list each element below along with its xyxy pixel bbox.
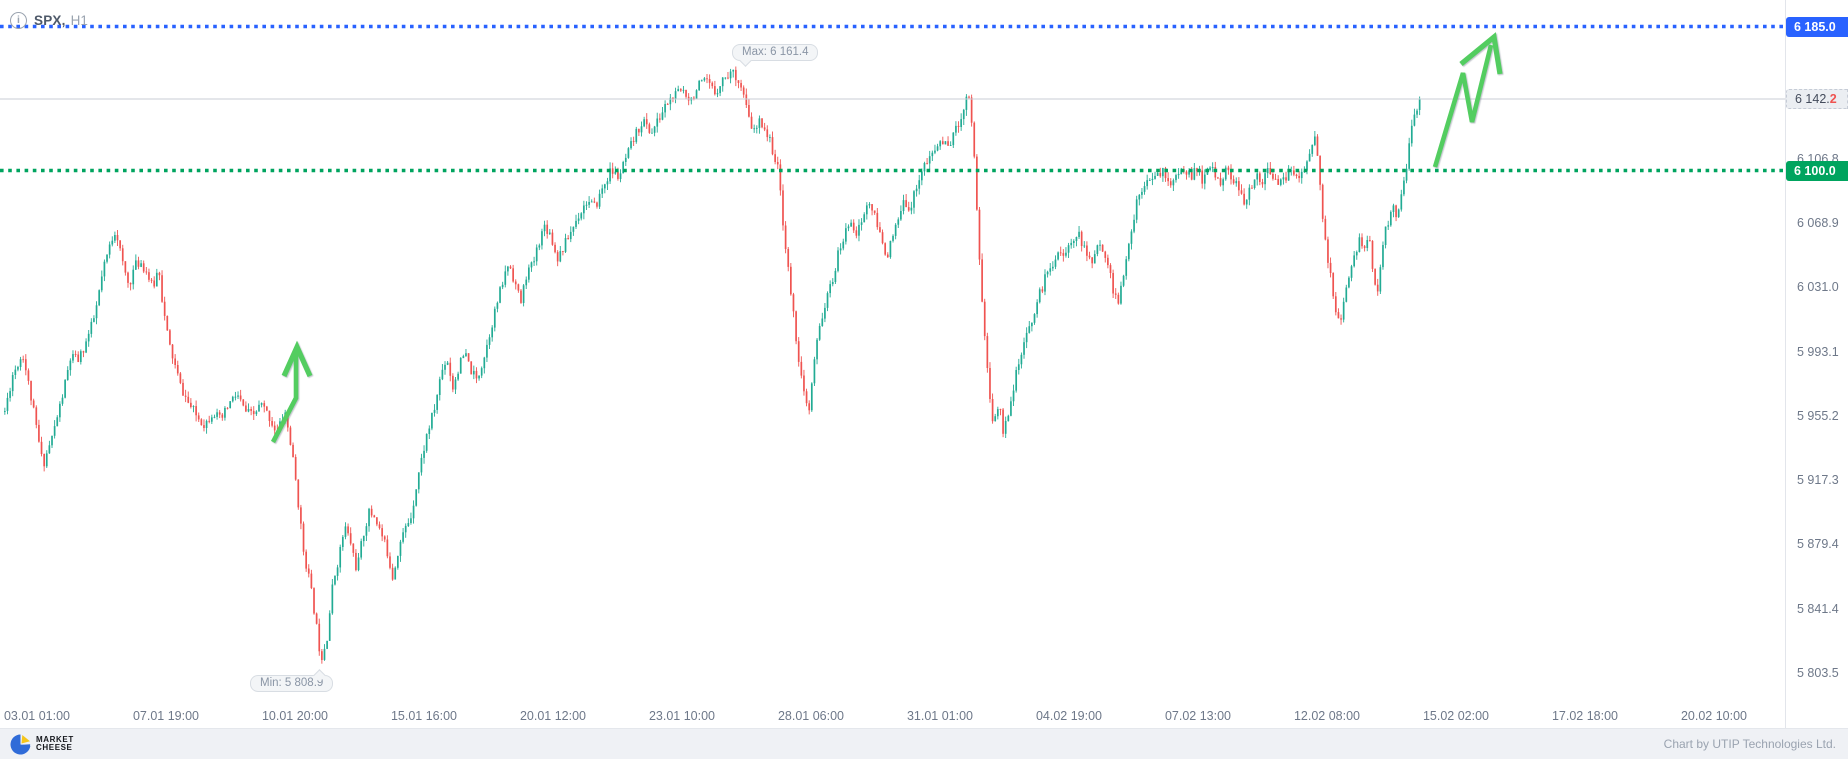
time-tick: 20.01 12:00	[519, 709, 587, 723]
time-tick: 12.02 08:00	[1293, 709, 1361, 723]
time-tick: 03.01 01:00	[3, 709, 71, 723]
trend-arrows-layer[interactable]	[270, 32, 1503, 444]
price-tick: 5 993.1	[1797, 344, 1839, 359]
candles-layer	[4, 66, 1421, 664]
max-price-tooltip: Max: 6 161.4	[732, 44, 819, 61]
price-tick: 5 841.4	[1797, 601, 1839, 616]
time-tick: 28.01 06:00	[777, 709, 845, 723]
market-cheese-logo: MARKET CHEESE	[10, 734, 74, 755]
symbol-title: i SPX, H1	[10, 12, 88, 29]
price-tick: 6 068.9	[1797, 216, 1839, 231]
time-tick: 10.01 20:00	[261, 709, 329, 723]
instrument-info-icon[interactable]: i	[10, 12, 27, 29]
price-axis-separator	[1785, 0, 1786, 728]
time-axis[interactable]: 03.01 01:00 07.01 19:00 10.01 20:00 15.01 1…	[0, 706, 1786, 728]
price-levels-layer	[0, 24, 1786, 173]
time-tick: 07.02 13:00	[1164, 709, 1232, 723]
time-tick: 04.02 19:00	[1035, 709, 1103, 723]
time-tick: 15.01 16:00	[390, 709, 458, 723]
cheese-wheel-icon	[10, 734, 31, 754]
logo-text: MARKET CHEESE	[36, 735, 74, 752]
price-tick: 6 031.0	[1797, 280, 1839, 295]
symbol-name: SPX,	[34, 13, 66, 28]
price-tick: 5 879.4	[1797, 537, 1839, 552]
time-tick: 23.01 10:00	[648, 709, 716, 723]
time-tick: 07.01 19:00	[132, 709, 200, 723]
price-label-support: 6 100.0	[1786, 160, 1848, 181]
chart-canvas[interactable]	[0, 0, 1786, 728]
price-tick: 5 917.3	[1797, 473, 1839, 488]
price-label-resistance: 6 185.0	[1786, 16, 1848, 37]
time-tick: 17.02 18:00	[1551, 709, 1619, 723]
price-label-current-price: 6 142.2	[1786, 89, 1848, 110]
price-tick: 5 803.5	[1797, 665, 1839, 680]
min-price-tooltip: Min: 5 808.9	[250, 674, 334, 692]
chart-attribution: Chart by UTIP Technologies Ltd.	[1663, 737, 1836, 751]
footer-bar: MARKET CHEESE Chart by UTIP Technologies…	[0, 728, 1848, 759]
time-tick: 15.02 02:00	[1422, 709, 1490, 723]
time-tick: 20.02 10:00	[1680, 709, 1748, 723]
time-tick: 31.01 01:00	[906, 709, 974, 723]
price-tick: 5 955.2	[1797, 408, 1839, 423]
timeframe-label: H1	[70, 13, 88, 28]
